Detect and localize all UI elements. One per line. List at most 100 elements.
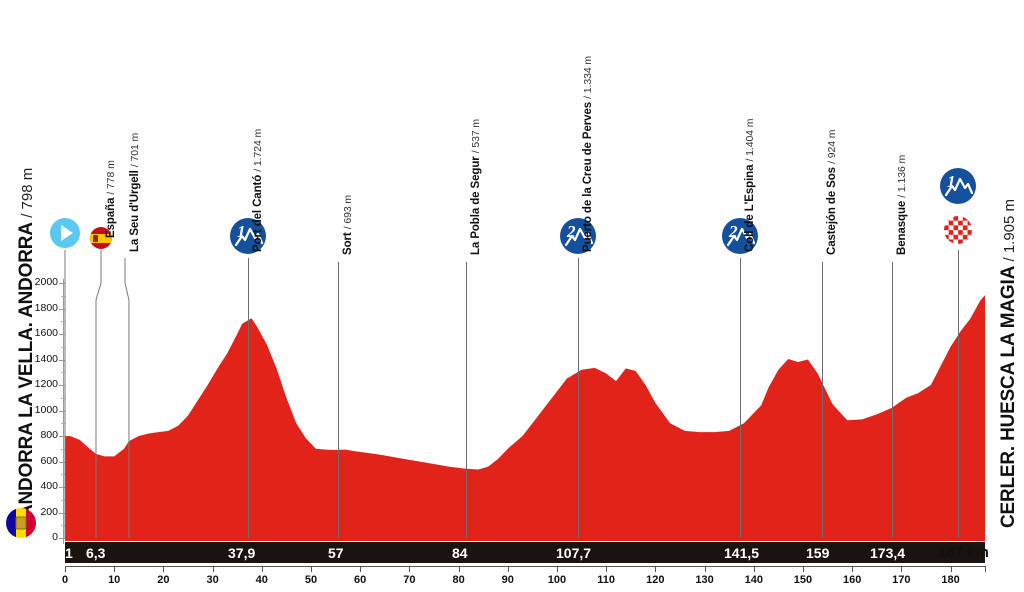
point-label-portcanto: Port del Cantó / 1.724 m: [252, 129, 264, 252]
y-minor-tick: [61, 295, 65, 297]
x-tick-mark-30: [212, 566, 214, 572]
point-label-laseu: La Seu d'Urgell / 701 m: [129, 133, 141, 252]
x-tick-mark-170: [901, 566, 903, 572]
finish-city-altitude: / 1.905 m: [1001, 198, 1018, 262]
andorra-flag-red: [25, 508, 36, 538]
y-minor-tick: [61, 474, 65, 476]
climb-category-badge-finish: 1: [940, 168, 976, 204]
km-marker-1: 6,3: [86, 545, 106, 561]
point-label-name: Benasque: [896, 200, 908, 255]
total-distance-label: 187 km: [938, 544, 989, 561]
x-tick-label-60: 60: [354, 574, 367, 586]
mountain-icon: [726, 227, 756, 247]
x-tick-mark-40: [261, 566, 263, 572]
point-label-name: La Seu d'Urgell: [129, 170, 141, 252]
x-tick-label-30: 30: [206, 574, 219, 586]
point-label-name: Coll de L'Espina: [744, 164, 756, 252]
y-tick-mark: [59, 461, 65, 463]
x-tick-label-150: 150: [793, 574, 813, 586]
point-label-benasque: Benasque / 1.136 m: [896, 155, 908, 255]
finish-city-label: CERLER. HUESCA LA MAGIA / 1.905 m: [998, 199, 1020, 528]
x-tick-label-10: 10: [108, 574, 121, 586]
y-tick-label-1800: 1800: [34, 301, 58, 314]
y-tick-label-0: 0: [52, 531, 58, 543]
x-tick-mark-120: [655, 566, 657, 572]
point-label-collespina: Coll de L'Espina / 1.404 m: [744, 119, 756, 252]
x-tick-mark-130: [704, 566, 706, 572]
y-axis-line: [63, 279, 64, 544]
mountain-icon: [564, 227, 594, 247]
y-tick-mark: [59, 308, 65, 310]
climb-category-badge-collespina: 2: [722, 218, 758, 254]
play-triangle: [60, 225, 73, 241]
x-tick-mark-160: [852, 566, 854, 572]
x-tick-mark-150: [802, 566, 804, 572]
point-label-altitude: / 1.724 m: [252, 128, 264, 172]
point-label-altitude: / 1.404 m: [744, 118, 756, 162]
x-tick-mark-20: [163, 566, 165, 572]
spain-flag-icon: [90, 227, 112, 249]
y-tick-mark: [59, 334, 65, 335]
point-label-altitude: / 701 m: [129, 132, 141, 168]
x-tick-mark-0: [65, 566, 66, 572]
x-tick-label-100: 100: [547, 574, 567, 586]
marker-line-sort: [338, 262, 339, 538]
y-minor-tick: [61, 346, 65, 348]
x-tick-label-130: 130: [695, 574, 714, 586]
x-tick-label-120: 120: [646, 574, 665, 586]
y-tick-mark: [59, 385, 65, 386]
marker-line-benasque: [892, 262, 893, 538]
x-tick-label-170: 170: [892, 574, 911, 586]
andorra-flag-blue: [6, 508, 16, 538]
y-minor-tick: [61, 525, 65, 527]
y-tick-label-1600: 1600: [34, 327, 58, 339]
y-tick-mark: [59, 487, 65, 488]
x-tick-label-90: 90: [501, 574, 514, 586]
y-minor-tick: [61, 321, 65, 323]
x-tick-mark-90: [507, 566, 509, 572]
x-tick-mark-180: [950, 566, 952, 572]
point-label-name: Puerto de la Creu de Perves: [582, 101, 594, 252]
y-tick-mark: [59, 538, 65, 539]
x-tick-label-70: 70: [403, 574, 416, 586]
point-label-altitude: / 693 m: [342, 194, 354, 230]
y-tick-label-2000: 2000: [34, 276, 58, 288]
elevation-fill: [65, 295, 985, 538]
km-marker-bar: [65, 542, 985, 563]
y-tick-label-1000: 1000: [34, 403, 58, 416]
mountain-icon: [234, 227, 264, 247]
andorra-flag-icon: [6, 508, 36, 538]
climb-category-badge-creuperves: 2: [560, 218, 596, 254]
finish-checkered-flag-icon: [944, 216, 972, 244]
x-tick-mark-50: [310, 566, 312, 572]
point-label-name: Castejón de Sos: [826, 167, 838, 255]
y-tick-mark: [59, 359, 65, 361]
point-label-castejonsos: Castejón de Sos / 924 m: [826, 130, 838, 255]
spain-flag-stripe: [90, 233, 112, 243]
x-tick-label-160: 160: [842, 574, 862, 586]
point-label-name: Sort: [342, 232, 354, 255]
climb-category-badge-portcanto: 1: [230, 218, 266, 254]
x-axis-line: [65, 566, 985, 567]
y-tick-label-1400: 1400: [34, 352, 58, 365]
y-tick-label-400: 400: [40, 480, 58, 492]
y-minor-tick: [61, 448, 65, 450]
marker-line-portcanto: [248, 258, 249, 538]
x-tick-label-50: 50: [304, 574, 318, 586]
x-tick-mark-110: [606, 566, 608, 572]
point-label-altitude: / 1.136 m: [896, 154, 908, 198]
climb-category-number: 1: [237, 222, 246, 241]
y-tick-mark: [59, 283, 65, 284]
y-tick-label-200: 200: [40, 505, 58, 518]
start-city-label: ANDORRA LA VELLA. ANDORRA / 798 m: [16, 168, 38, 518]
point-label-altitude: / 924 m: [826, 129, 838, 164]
y-minor-tick: [61, 397, 65, 399]
x-tick-label-40: 40: [255, 574, 268, 586]
y-tick-mark: [59, 512, 65, 514]
km-marker-8: 173,4: [870, 545, 906, 561]
point-label-creuperves: Puerto de la Creu de Perves / 1.334 m: [582, 56, 594, 252]
